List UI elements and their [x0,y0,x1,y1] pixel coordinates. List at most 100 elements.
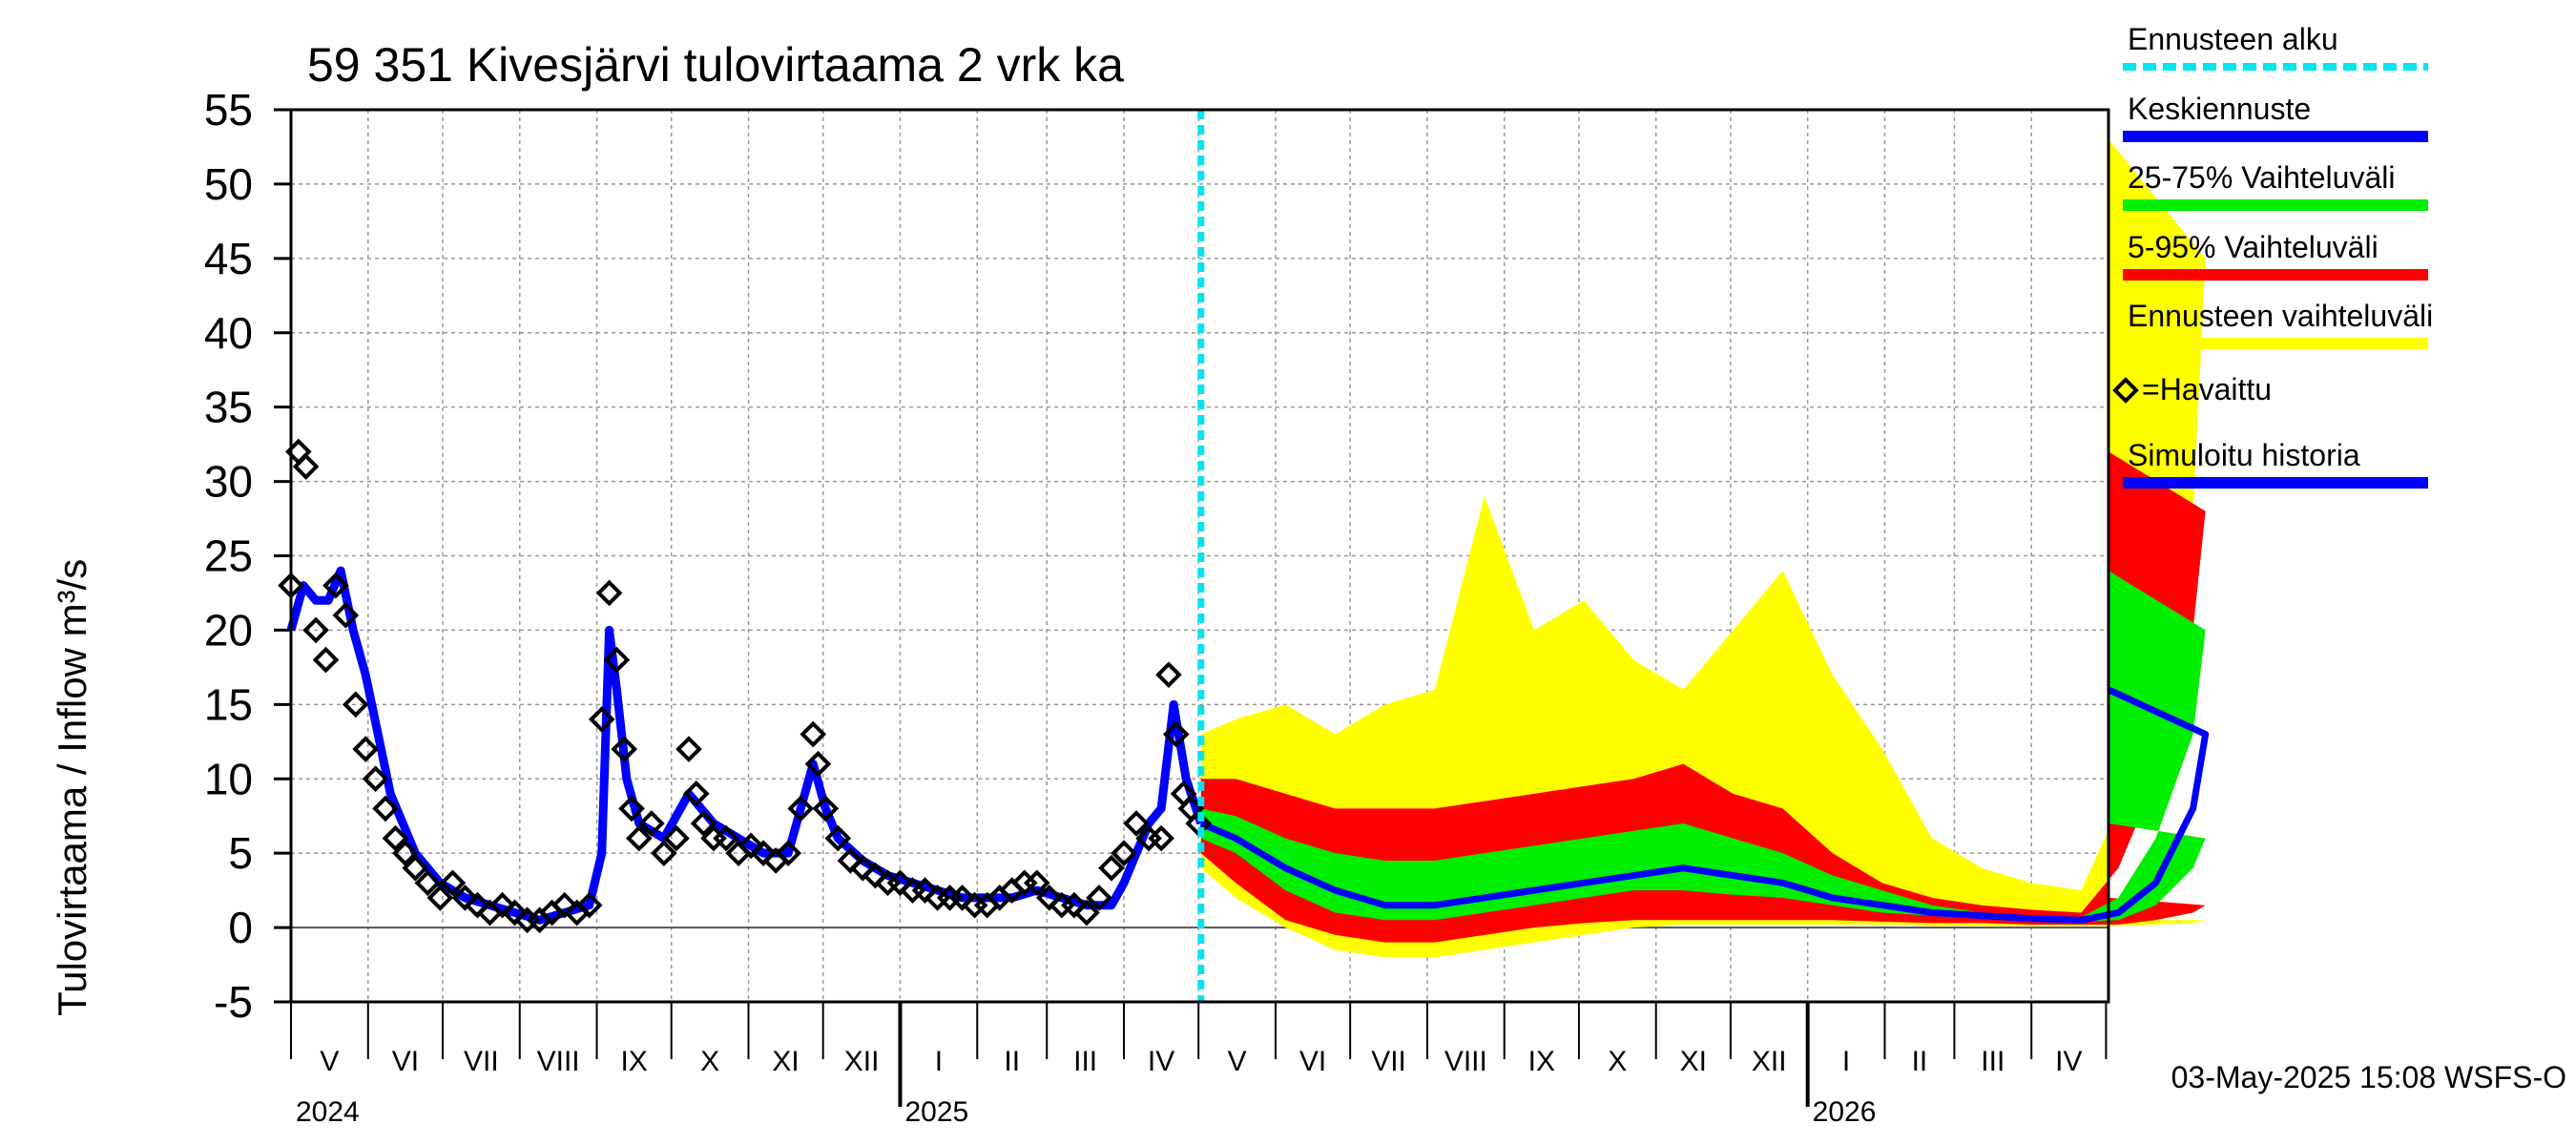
observed-point [775,840,802,866]
month-label: X [1608,1046,1627,1077]
month-label: VIII [537,1046,580,1077]
month-label: VII [1371,1046,1406,1077]
median-forecast-line [1199,686,2210,924]
observed-point [392,840,419,866]
observed-point [588,706,615,733]
observed-point [501,899,529,926]
y-tick-label: 25 [204,531,253,581]
observed-point [575,891,603,919]
chart-title: 59 351 Kivesjärvi tulovirtaama 2 vrk ka [307,38,1124,92]
y-tick-label: 50 [204,159,253,209]
legend-label: Keskiennuste [2128,92,2311,126]
month-label: V [320,1046,339,1077]
observed-point [332,602,360,629]
month-label: VIII [1444,1046,1487,1077]
observed-point [342,691,369,718]
observed-point [382,824,409,852]
observed-point [611,736,638,762]
observed-point [787,795,815,822]
month-label: X [700,1046,719,1077]
forecast-bands [1199,139,2210,958]
observed-point [862,862,889,889]
observed-point [824,824,852,852]
month-label: III [1073,1046,1097,1077]
observed-point [804,750,832,778]
month-label: IX [1528,1046,1555,1077]
y-tick-label: 15 [204,679,253,729]
legend-label: =Havaittu [2142,372,2272,406]
observed-point [651,840,677,866]
observed-point [618,795,645,822]
legend-label: Ennusteen alku [2128,22,2338,56]
y-tick-label: 45 [204,234,253,283]
observed-point [911,877,939,904]
observed-point [1162,720,1190,748]
observed-point [603,646,631,674]
observed-point [690,810,717,837]
legend-label: 5-95% Vaihteluväli [2128,230,2379,264]
timestamp: 03-May-2025 15:08 WSFS-O [2171,1060,2566,1094]
observed-point [439,869,467,897]
y-tick-label: 55 [204,85,253,135]
observed-point [426,885,454,911]
observed-point [713,824,739,852]
month-label: VI [1299,1046,1326,1077]
observed-point [812,795,840,822]
observed-point [682,781,710,807]
observed-point [451,885,479,911]
month-label: IV [2055,1046,2082,1077]
y-tick-label: 35 [204,383,253,432]
month-label: XII [844,1046,880,1077]
observed-point [886,869,914,897]
month-label: XI [1680,1046,1707,1077]
legend: Ennusteen alku Keskiennuste 25-75% Vaihtel… [2112,22,2433,489]
month-label: III [1981,1046,2005,1077]
observed-points [278,438,1213,934]
month-label: IX [620,1046,647,1077]
y-tick-label: 10 [204,754,253,803]
observed-point [1086,885,1112,911]
observed-point [1073,899,1100,926]
observed-point [837,847,864,874]
month-label: V [1228,1046,1247,1077]
y-tick-label: -5 [214,977,253,1027]
observed-point [362,765,389,793]
legend-diamond-icon [2112,377,2139,404]
observed-point [1111,840,1137,866]
legend-label: Simuloitu historia [2128,438,2360,472]
observed-point [1098,854,1125,882]
year-label: 2024 [296,1096,360,1128]
observed-point [1148,824,1174,852]
observed-point [302,616,329,644]
observed-point [1123,810,1150,837]
month-label: XII [1752,1046,1787,1077]
y-tick-label: 30 [204,457,253,507]
month-label: I [935,1046,943,1077]
month-label: IV [1148,1046,1174,1077]
month-label: II [1912,1046,1928,1077]
legend-label: 25-75% Vaihteluväli [2128,160,2395,195]
band-full-range [1200,139,2206,958]
y-tick-label: 40 [204,308,253,358]
month-label: XI [772,1046,799,1077]
month-label: VI [392,1046,419,1077]
observed-point [737,832,764,860]
observed-point [1023,869,1050,897]
observed-point [663,824,690,852]
y-tick-label: 5 [228,828,253,878]
band-25-75 [1200,571,2206,922]
observed-point [1155,661,1182,688]
month-label: I [1842,1046,1850,1077]
observed-point [750,840,777,866]
observed-point [488,891,516,919]
observed-point [414,869,442,897]
y-axis-label: Tulovirtaama / Inflow m³/s [50,559,94,1016]
observed-point [464,891,491,919]
observed-point [1036,885,1063,911]
band-5-95 [1200,451,2206,943]
observed-point [626,824,653,852]
observed-point [638,810,665,837]
observed-point [551,891,578,919]
